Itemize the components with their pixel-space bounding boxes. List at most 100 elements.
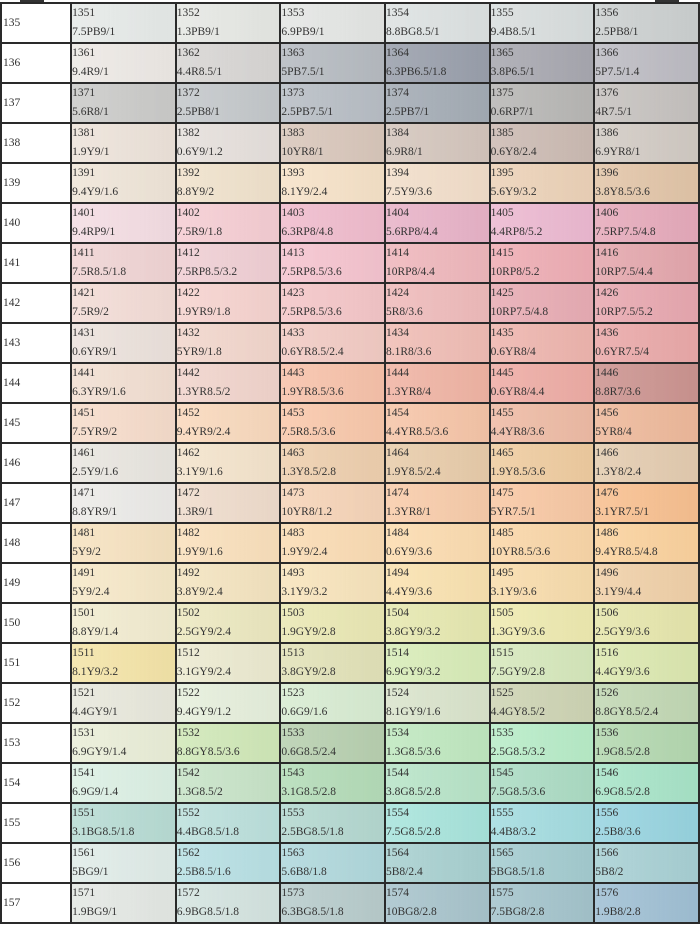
chip-munsell-value: 10RP7.5/5.2 — [595, 306, 653, 318]
color-chip-cell: 1381 1.9Y9/1 — [70, 122, 177, 164]
chip-munsell-value: 10RP7.5/4.8 — [490, 306, 549, 318]
chip-code: 1531 — [72, 727, 96, 739]
chip-code: 1371 — [72, 87, 96, 99]
chip-munsell-value: 0.6YR8/4 — [490, 346, 536, 358]
color-chip-cell: 1471 8.8YR9/1 — [70, 482, 177, 524]
table-row: 155 1551 3.1BG8.5/1.8 1552 4.4BG8.5/1.8 1553 2… — [0, 802, 700, 844]
color-chip-cell: 1454 4.4YR8.5/3.6 — [384, 402, 491, 444]
chip-munsell-value: 1.9YR9/1.8 — [176, 306, 231, 318]
chip-code: 1423 — [281, 287, 305, 299]
chip-code: 1432 — [176, 327, 200, 339]
chip-munsell-value: 10YR8/1.2 — [281, 506, 333, 518]
chip-code: 1566 — [595, 847, 619, 859]
row-label: 143 — [0, 322, 73, 364]
color-chip-cell: 1415 10RP8/5.2 — [488, 242, 596, 284]
chip-code: 1443 — [281, 367, 305, 379]
table-row: 153 1531 6.9GY9/1.4 1532 8.8GY8.5/3.6 1533 0.6… — [0, 722, 700, 764]
chip-munsell-value: 7.5RP8.5/3.6 — [281, 306, 342, 318]
color-chip-cell: 1576 1.9B8/2.8 — [593, 882, 700, 924]
table-row: 149 1491 5Y9/2.4 1492 3.8Y9/2.4 1493 3.1Y9/3.2… — [0, 562, 700, 604]
table-row: 151 1511 8.1Y9/3.2 1512 3.1GY9/2.4 1513 3.8GY9… — [0, 642, 700, 684]
chip-code: 1375 — [490, 87, 514, 99]
chip-code: 1542 — [176, 767, 200, 779]
color-chip-cell: 1404 5.6RP8/4.4 — [384, 202, 491, 244]
chip-code: 1352 — [176, 7, 200, 19]
row-label: 150 — [0, 602, 73, 644]
color-chip-table: 135 1351 7.5PB9/1 1352 1.3PB9/1 1353 6.9PB9/1 1… — [0, 2, 700, 924]
color-chip-cell: 1493 3.1Y9/3.2 — [279, 562, 387, 604]
chip-code: 1456 — [595, 407, 619, 419]
chip-code: 1444 — [386, 367, 410, 379]
table-row: 154 1541 6.9G9/1.4 1542 1.3G8.5/2 1543 3.1G8.5… — [0, 762, 700, 804]
chip-code: 1355 — [490, 7, 514, 19]
chip-code: 1383 — [281, 127, 305, 139]
chip-munsell-value: 1.9BG9/1 — [72, 906, 118, 918]
row-label: 146 — [0, 442, 73, 484]
chip-code: 1446 — [595, 367, 619, 379]
chip-code: 1471 — [72, 487, 96, 499]
color-chip-cell: 1574 10BG8/2.8 — [384, 882, 491, 924]
chip-munsell-value: 7.5RP7.5/4.8 — [595, 226, 656, 238]
row-label: 138 — [0, 122, 73, 164]
chip-munsell-value: 1.3Y8.5/2.8 — [281, 466, 336, 478]
chip-code: 1506 — [595, 607, 619, 619]
row-label: 140 — [0, 202, 73, 244]
color-chip-cell: 1425 10RP7.5/4.8 — [488, 282, 596, 324]
color-chip-cell: 1396 3.8Y8.5/3.6 — [593, 162, 700, 204]
chip-munsell-value: 0.6YR9/1 — [72, 346, 118, 358]
chip-code: 1353 — [281, 7, 305, 19]
chip-code: 1551 — [72, 807, 96, 819]
color-chip-cell: 1462 3.1Y9/1.6 — [174, 442, 282, 484]
row-label: 137 — [0, 82, 73, 124]
chip-code: 1554 — [386, 807, 410, 819]
chip-munsell-value: 4R7.5/1 — [595, 106, 633, 118]
color-chip-cell: 1401 9.4RP9/1 — [70, 202, 177, 244]
chip-munsell-value: 7.5R8.5/1.8 — [72, 266, 127, 278]
color-chip-cell: 1491 5Y9/2.4 — [70, 562, 177, 604]
chip-munsell-value: 4.4GY9/1 — [72, 706, 118, 718]
color-chip-cell: 1451 7.5YR9/2 — [70, 402, 177, 444]
chip-munsell-value: 8.8BG8.5/1 — [386, 26, 440, 38]
chip-code: 1372 — [176, 87, 200, 99]
color-chip-cell: 1504 3.8GY9/3.2 — [384, 602, 491, 644]
color-chip-cell: 1514 6.9GY9/3.2 — [384, 642, 491, 684]
chip-code: 1445 — [490, 367, 514, 379]
row-label: 136 — [0, 42, 73, 84]
color-chip-cell: 1536 1.9G8.5/2.8 — [593, 722, 700, 764]
chip-code: 1356 — [595, 7, 619, 19]
color-chip-cell: 1414 10RP8/4.4 — [384, 242, 491, 284]
chip-munsell-value: 2.5GY9/3.6 — [595, 626, 650, 638]
chip-code: 1364 — [386, 47, 410, 59]
chip-code: 1522 — [176, 687, 200, 699]
color-chip-cell: 1354 8.8BG8.5/1 — [384, 2, 491, 44]
chip-munsell-value: 5R8/3.6 — [386, 306, 423, 318]
color-chip-cell: 1456 5YR8/4 — [593, 402, 700, 444]
top-edge-mark — [20, 0, 44, 2]
chip-code: 1374 — [386, 87, 410, 99]
color-chip-cell: 1541 6.9G9/1.4 — [70, 762, 177, 804]
chip-munsell-value: 1.9Y9/1.6 — [176, 546, 223, 558]
table-row: 135 1351 7.5PB9/1 1352 1.3PB9/1 1353 6.9PB9/1 1… — [0, 2, 700, 44]
chip-munsell-value: 3.1G8.5/2.8 — [281, 786, 336, 798]
chip-code: 1464 — [386, 447, 410, 459]
chip-munsell-value: 4.4YR8/3.6 — [490, 426, 545, 438]
chip-munsell-value: 9.4YR9/2.4 — [176, 426, 231, 438]
chip-munsell-value: 5BG9/1 — [72, 866, 109, 878]
chip-munsell-value: 7.5G8.5/3.6 — [490, 786, 546, 798]
chip-munsell-value: 8.1Y9/2.4 — [281, 186, 328, 198]
row-label: 153 — [0, 722, 73, 764]
chip-code: 1384 — [386, 127, 410, 139]
color-chip-cell: 1374 2.5PB7/1 — [384, 82, 491, 124]
color-chip-cell: 1496 3.1Y9/4.4 — [593, 562, 700, 604]
color-chip-cell: 1366 5P7.5/1.4 — [593, 42, 700, 84]
chip-munsell-value: 2.5PB8/1 — [176, 106, 220, 118]
chip-munsell-value: 0.6YR7.5/4 — [595, 346, 649, 358]
chip-munsell-value: 0.6G9/1.6 — [281, 706, 328, 718]
color-chip-cell: 1515 7.5GY9/2.8 — [488, 642, 596, 684]
color-chip-cell: 1436 0.6YR7.5/4 — [593, 322, 700, 364]
chip-munsell-value: 4.4Y9/3.6 — [386, 586, 433, 598]
chip-munsell-value: 9.4RP9/1 — [72, 226, 116, 238]
color-chip-cell: 1384 6.9R8/1 — [384, 122, 491, 164]
chip-munsell-value: 7.5R9/1.8 — [176, 226, 223, 238]
color-chip-cell: 1361 9.4R9/1 — [70, 42, 177, 84]
